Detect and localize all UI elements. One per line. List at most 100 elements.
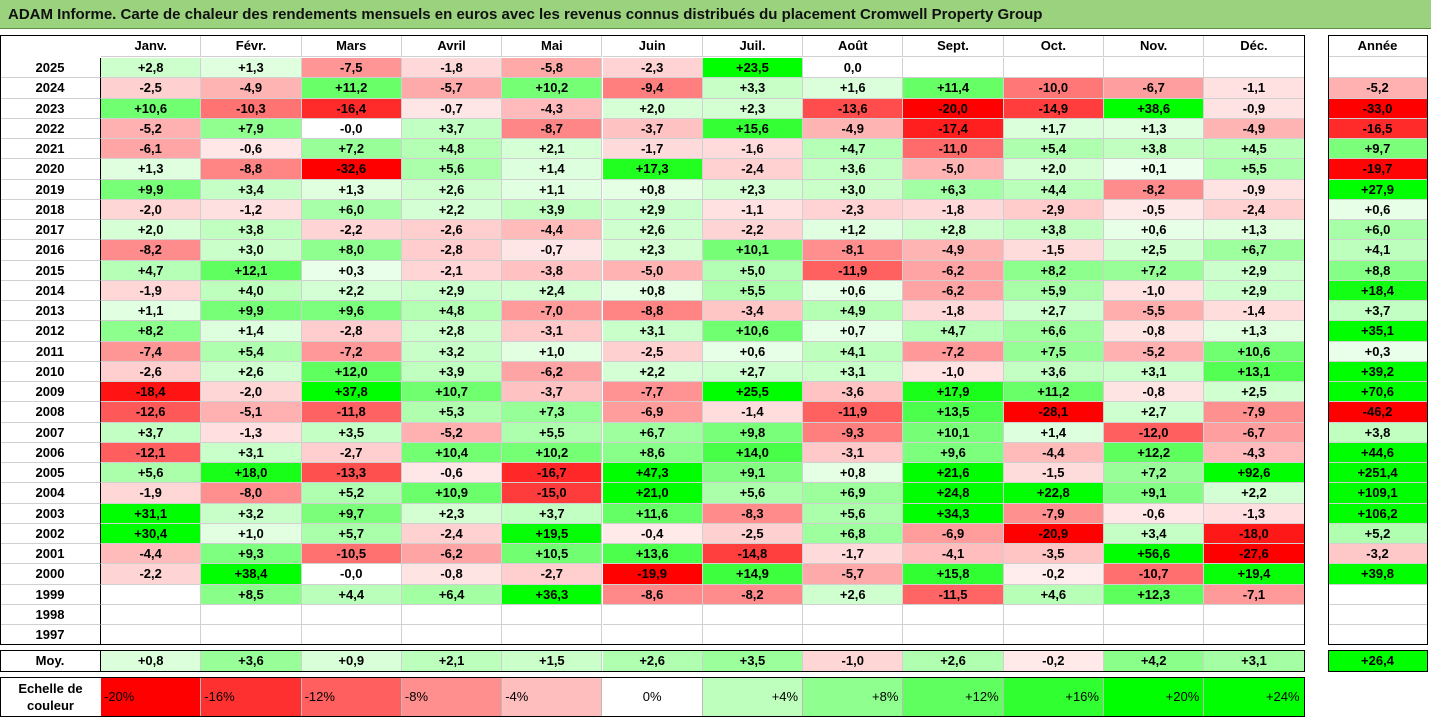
heatmap-cell	[401, 625, 503, 646]
heatmap-cell: +9,6	[903, 442, 1004, 463]
heatmap-cell: +2,4	[502, 280, 603, 301]
heatmap-cell: +5,6	[401, 159, 503, 180]
heatmap-cell: +2,9	[1204, 260, 1305, 281]
heatmap-cell: -11,9	[803, 260, 904, 281]
heatmap-cell: -1,4	[1204, 301, 1305, 322]
average-cell: +3,1	[1204, 650, 1305, 673]
heatmap-cell: +47,3	[602, 463, 703, 484]
year-label: 1999	[0, 584, 101, 605]
heatmap-cell: -7,2	[301, 341, 402, 362]
heatmap-cell: -1,6	[702, 139, 804, 160]
year-label: 2014	[0, 280, 101, 301]
color-scale-swatch: -16%	[201, 678, 302, 716]
heatmap-cell: +21,6	[903, 463, 1004, 484]
heatmap-cell: -13,3	[301, 463, 402, 484]
year-label: 2010	[0, 361, 101, 382]
heatmap-cell: +2,0	[602, 98, 703, 119]
heatmap-cell: +2,7	[1003, 301, 1104, 322]
heatmap-cell: +4,8	[401, 139, 503, 160]
heatmap-cell: -1,1	[1204, 78, 1305, 99]
heatmap-cell: -7,0	[502, 301, 603, 322]
year-label: 2016	[0, 240, 101, 261]
heatmap-cell: +4,7	[101, 260, 202, 281]
heatmap-cell: +15,8	[903, 564, 1004, 585]
heatmap-cell: +1,2	[803, 220, 904, 241]
heatmap-cell: +7,2	[1104, 463, 1205, 484]
heatmap-cell: +3,4	[201, 179, 302, 200]
heatmap-cell: +12,2	[1104, 442, 1205, 463]
heatmap-cell: +14,0	[702, 442, 804, 463]
heatmap-cell: +5,7	[301, 523, 402, 544]
heatmap-cell: +2,3	[602, 240, 703, 261]
year-label: 2004	[0, 483, 101, 504]
color-scale-swatch: -8%	[401, 678, 503, 716]
heatmap-cell: -2,8	[401, 240, 503, 261]
heatmap-cell: +25,5	[702, 382, 804, 403]
heatmap-cell: -1,0	[1104, 280, 1205, 301]
heatmap-cell: 0,0	[803, 58, 904, 79]
heatmap-cell: +4,4	[301, 584, 402, 605]
heatmap-cell: +1,3	[1104, 118, 1205, 139]
heatmap-cell: +3,7	[401, 118, 503, 139]
heatmap-cell: +4,7	[903, 321, 1004, 342]
heatmap-cell	[1104, 604, 1205, 625]
color-scale-swatch: 0%	[602, 678, 703, 716]
heatmap-cell: -0,6	[201, 139, 302, 160]
heatmap-cell: -8,6	[602, 584, 703, 605]
heatmap-cell: -3,7	[602, 118, 703, 139]
heatmap-cell: +3,9	[502, 199, 603, 220]
heatmap-cell: +12,3	[1104, 584, 1205, 605]
heatmap-cell: -2,2	[301, 220, 402, 241]
year-label: 1998	[0, 604, 101, 625]
heatmap-cell: +3,8	[1104, 139, 1205, 160]
year-label: 2002	[0, 523, 101, 544]
average-cell: +2,6	[602, 650, 703, 673]
heatmap-cell: +12,1	[201, 260, 302, 281]
heatmap-cell: -3,1	[502, 321, 603, 342]
heatmap-cell: +8,0	[301, 240, 402, 261]
heatmap-cell: -2,5	[602, 341, 703, 362]
color-scale-swatch: -4%	[502, 678, 603, 716]
color-scale-swatch: +4%	[702, 678, 804, 716]
year-label: 2024	[0, 78, 101, 99]
heatmap-cell: +5,5	[502, 422, 603, 443]
heatmap-cell: +17,3	[602, 159, 703, 180]
heatmap-cell: +3,7	[502, 503, 603, 524]
annual-cell: +27,9	[1328, 179, 1428, 200]
heatmap-cell: +9,9	[201, 301, 302, 322]
annual-cell: -46,2	[1328, 402, 1428, 423]
color-scale-swatch: -20%	[101, 678, 202, 716]
heatmap-cell: -5,2	[401, 422, 503, 443]
column-header-11: Nov.	[1104, 35, 1205, 57]
heatmap-cell: -5,7	[803, 564, 904, 585]
heatmap-cell: +10,7	[401, 382, 503, 403]
heatmap-cell: +5,4	[201, 341, 302, 362]
heatmap-cell: -13,6	[803, 98, 904, 119]
heatmap-cell: -4,9	[201, 78, 302, 99]
heatmap-cell: +56,6	[1104, 544, 1205, 565]
heatmap-cell: -4,3	[502, 98, 603, 119]
column-header-12: Déc.	[1204, 35, 1305, 57]
heatmap-cell	[502, 604, 603, 625]
heatmap-cell: +2,1	[502, 139, 603, 160]
column-header-7: Juil.	[702, 35, 804, 57]
year-label: 2001	[0, 544, 101, 565]
heatmap-cell: -8,2	[1104, 179, 1205, 200]
heatmap-cell: -7,7	[602, 382, 703, 403]
annual-cell: +70,6	[1328, 382, 1428, 403]
annual-cell: +3,8	[1328, 422, 1428, 443]
heatmap-cell: +0,8	[803, 463, 904, 484]
heatmap-cell: +8,2	[101, 321, 202, 342]
heatmap-cell: -4,9	[1204, 118, 1305, 139]
year-label: 2008	[0, 402, 101, 423]
average-cell: -1,0	[803, 650, 904, 673]
heatmap-cell: +8,5	[201, 584, 302, 605]
heatmap-cell: +2,3	[702, 179, 804, 200]
heatmap-cell: +2,0	[1003, 159, 1104, 180]
color-scale-label-line2: couleur	[27, 698, 74, 713]
heatmap-cell: +4,6	[1003, 584, 1104, 605]
heatmap-cell: +3,5	[301, 422, 402, 443]
heatmap-cell: -7,4	[101, 341, 202, 362]
heatmap-cell: -0,6	[401, 463, 503, 484]
heatmap-cell	[301, 604, 402, 625]
